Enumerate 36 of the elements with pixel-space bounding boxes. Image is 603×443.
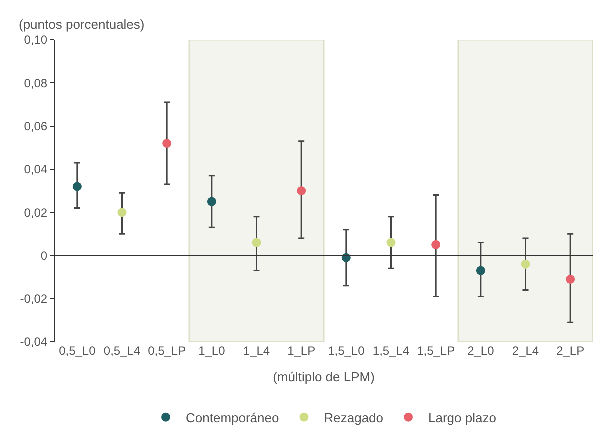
point	[207, 197, 216, 206]
x-tick-label: 2_L0	[468, 344, 495, 358]
point	[521, 260, 530, 269]
point	[72, 182, 82, 192]
y-tick-label: 0	[40, 248, 48, 263]
point	[476, 266, 486, 276]
x-axis-title: (múltiplo de LPM)	[273, 370, 375, 385]
x-tick-label: 1_L4	[243, 344, 270, 358]
legend-label: Contemporáneo	[186, 410, 280, 426]
y-tick-label: 0,08	[24, 76, 48, 90]
point	[566, 274, 576, 284]
x-tick-label: 2_LP	[556, 344, 585, 358]
legend-label: Rezagado	[324, 410, 384, 426]
point	[162, 139, 172, 148]
x-tick-label: 0,5_LP	[148, 344, 186, 358]
x-tick-label: 1,5_LP	[417, 344, 456, 358]
y-tick-label: -0,02	[20, 292, 48, 306]
point	[297, 186, 306, 196]
point	[252, 238, 262, 248]
point	[386, 238, 396, 248]
x-tick-label: 1_L0	[198, 344, 226, 358]
y-tick-label: 0,10	[24, 33, 48, 48]
x-tick-label: 1,5_L0	[328, 344, 366, 358]
x-tick-label: 0,5_L0	[59, 344, 96, 358]
y-tick-label: 0,06	[24, 119, 48, 134]
y-tick-label: 0,04	[24, 162, 48, 177]
y-axis-title: (puntos porcentuales)	[19, 17, 145, 32]
point	[432, 240, 441, 250]
x-tick-label: 1,5_L4	[372, 344, 410, 358]
legend-label: Largo plazo	[428, 410, 496, 426]
y-tick-label: 0,02	[24, 206, 48, 220]
x-tick-label: 0,5_L4	[104, 344, 141, 358]
y-tick-label: -0,04	[20, 335, 48, 350]
x-tick-label: 1_LP	[288, 344, 316, 358]
point	[118, 208, 127, 218]
x-tick-label: 2_L4	[512, 344, 540, 358]
